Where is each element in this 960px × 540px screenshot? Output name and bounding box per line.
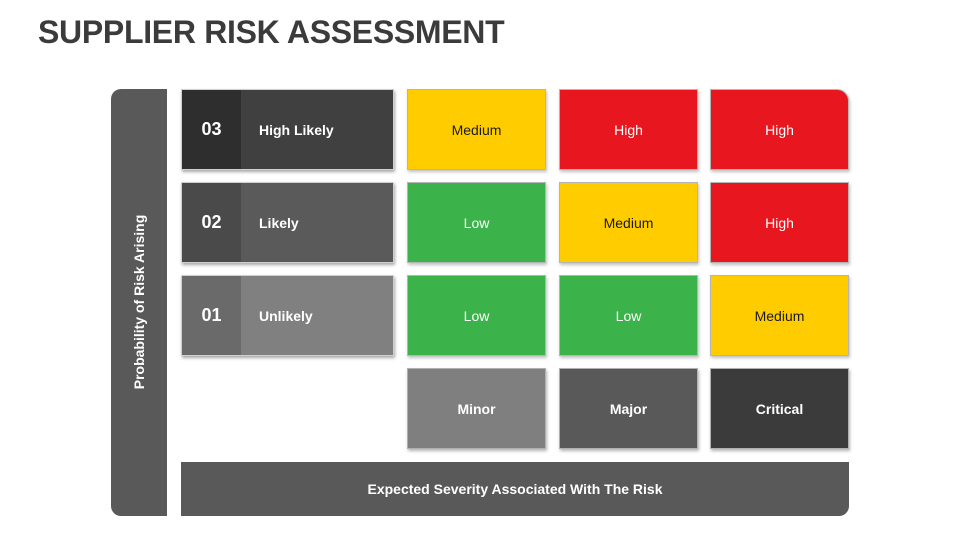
probability-label: High Likely (241, 90, 393, 169)
risk-cell: Low (407, 182, 546, 263)
y-axis-label: Probability of Risk Arising (131, 214, 147, 390)
y-axis-bar: Probability of Risk Arising (111, 89, 167, 516)
severity-critical: Critical (710, 368, 849, 449)
risk-cell: Medium (407, 89, 546, 170)
probability-number: 02 (182, 183, 241, 262)
probability-label: Unlikely (241, 276, 393, 355)
severity-minor: Minor (407, 368, 546, 449)
risk-cell: High (559, 89, 698, 170)
x-axis-label: Expected Severity Associated With The Ri… (367, 481, 663, 497)
risk-cell: High (710, 182, 849, 263)
risk-cell: Medium (559, 182, 698, 263)
severity-major: Major (559, 368, 698, 449)
risk-cell: Medium (710, 275, 849, 356)
probability-row-unlikely: 01 Unlikely (181, 275, 394, 356)
page-title: SUPPLIER RISK ASSESSMENT (38, 14, 505, 50)
probability-label: Likely (241, 183, 393, 262)
risk-cell: Low (559, 275, 698, 356)
probability-number: 03 (182, 90, 241, 169)
probability-row-high-likely: 03 High Likely (181, 89, 394, 170)
probability-row-likely: 02 Likely (181, 182, 394, 263)
risk-cell: Low (407, 275, 546, 356)
risk-cell: High (710, 89, 849, 170)
probability-number: 01 (182, 276, 241, 355)
x-axis-bar: Expected Severity Associated With The Ri… (181, 462, 849, 516)
